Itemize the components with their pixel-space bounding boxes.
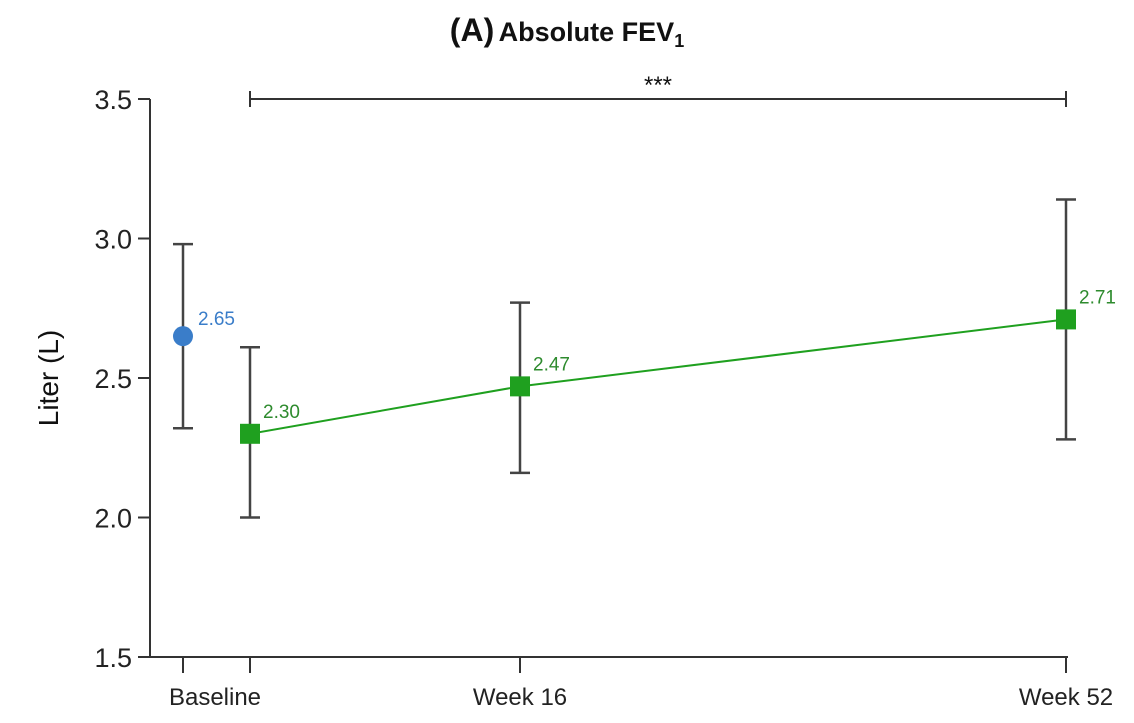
y-tick-label: 1.5 bbox=[94, 643, 132, 673]
y-tick-label: 3.5 bbox=[94, 85, 132, 115]
data-label: 2.65 bbox=[198, 309, 235, 330]
data-label: 2.71 bbox=[1079, 287, 1116, 308]
x-tick-label: Week 52 bbox=[1019, 684, 1113, 711]
data-point-circle bbox=[173, 326, 193, 347]
chart-title-main: Absolute FEV bbox=[498, 17, 675, 47]
series-line-segment bbox=[249, 385, 521, 435]
y-tick-label: 2.0 bbox=[94, 504, 132, 534]
y-tick-label: 2.5 bbox=[94, 364, 132, 394]
chart-title-subscript: 1 bbox=[674, 31, 685, 51]
x-tick-label: Week 16 bbox=[473, 684, 567, 711]
significance-label: *** bbox=[644, 72, 672, 99]
data-point-square bbox=[240, 423, 260, 444]
data-point-square bbox=[1056, 309, 1076, 330]
data-point-square bbox=[510, 376, 530, 397]
y-tick-label: 3.0 bbox=[94, 225, 132, 255]
series-line-segment bbox=[519, 318, 1067, 388]
data-label: 2.47 bbox=[533, 354, 570, 375]
chart-title: (A) Absolute FEV1 bbox=[0, 12, 1134, 52]
x-tick-label: Baseline bbox=[169, 684, 261, 711]
y-axis-label: Liter (L) bbox=[33, 330, 64, 426]
chart-title-panel: (A) bbox=[449, 12, 495, 48]
data-label: 2.30 bbox=[263, 402, 300, 423]
